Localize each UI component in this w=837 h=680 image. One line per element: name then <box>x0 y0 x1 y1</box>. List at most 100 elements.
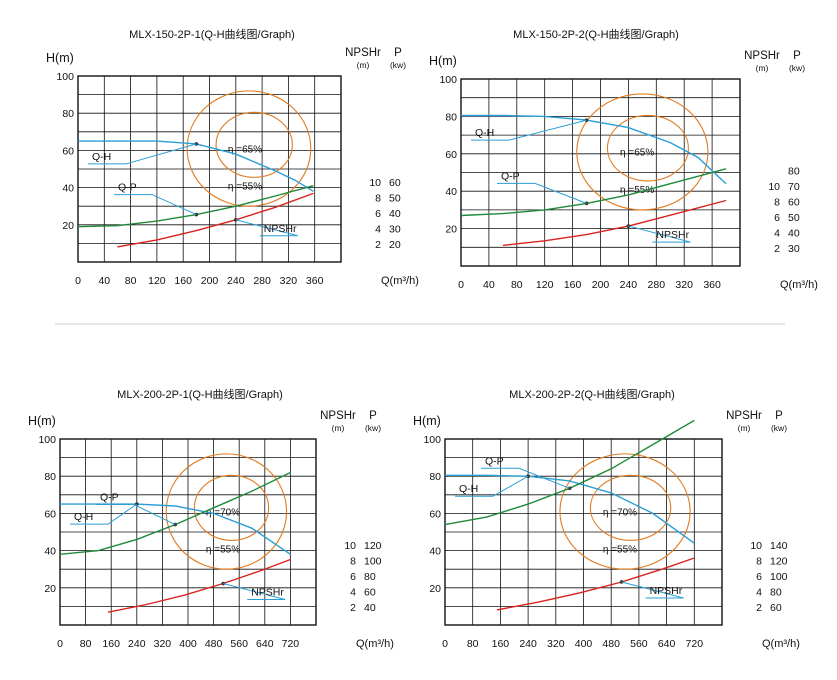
npsh-axis-label: NPSHr <box>744 50 780 62</box>
efficiency-contour-inner <box>193 474 270 541</box>
x-tick-label: 400 <box>575 638 593 650</box>
series-callout-line <box>223 583 286 601</box>
series-callout-line <box>235 219 298 237</box>
series-callout-line <box>497 182 587 204</box>
npsh-tick-label: 6 <box>375 208 381 220</box>
series-callout-line <box>481 467 570 489</box>
y-tick-label: 100 <box>423 434 441 446</box>
y-tick-label: 20 <box>62 220 74 232</box>
power-tick-label: 60 <box>788 197 800 209</box>
x-tick-label: 80 <box>511 279 523 291</box>
npsh-tick-label: 2 <box>350 602 356 614</box>
x-tick-label: 40 <box>483 279 495 291</box>
power-axis-label: P <box>369 410 377 422</box>
x-tick-label: 640 <box>658 638 676 650</box>
plot-frame <box>460 78 741 267</box>
efficiency-contour-outer <box>186 90 312 207</box>
x-tick-label: 160 <box>174 275 192 287</box>
efficiency-label: η =70% <box>206 507 240 518</box>
npsh-axis-label: NPSHr <box>320 410 356 422</box>
series-label: Q-H <box>475 127 494 139</box>
x-tick-label: 280 <box>648 279 666 291</box>
efficiency-label: η =70% <box>603 507 637 518</box>
series-label: Q-P <box>118 182 137 194</box>
y-tick-label: 80 <box>429 471 441 483</box>
chart-title: MLX-150-2P-2(Q-H曲线图/Graph) <box>513 27 679 41</box>
npsh-axis-unit: (m) <box>332 423 345 433</box>
x-tick-label: 560 <box>230 638 248 650</box>
npsh-tick-label: 6 <box>350 571 356 583</box>
series-label: NPSHr <box>251 587 284 599</box>
efficiency-contour-outer <box>576 93 709 211</box>
npsh-tick-label: 8 <box>756 556 762 568</box>
x-tick-label: 160 <box>492 638 510 650</box>
x-tick-label: 200 <box>201 275 219 287</box>
power-axis-unit: (kw) <box>365 423 381 433</box>
plot-frame <box>444 438 723 626</box>
efficiency-contour-outer <box>165 453 288 570</box>
efficiency-contour-outer <box>559 453 691 570</box>
chart-title: MLX-200-2P-2(Q-H曲线图/Graph) <box>509 387 675 401</box>
series-line-npshr <box>502 199 727 247</box>
x-tick-label: 0 <box>75 275 81 287</box>
x-tick-label: 320 <box>280 275 298 287</box>
series-callout-line <box>114 194 197 216</box>
chart-title: MLX-150-2P-1(Q-H曲线图/Graph) <box>129 27 295 41</box>
efficiency-contour-inner <box>215 111 293 178</box>
x-tick-label: 80 <box>125 275 137 287</box>
x-tick-label: 480 <box>205 638 223 650</box>
series-line-npshr <box>117 192 314 248</box>
npsh-axis-label: NPSHr <box>726 410 762 422</box>
x-tick-label: 240 <box>519 638 537 650</box>
x-tick-label: 320 <box>154 638 172 650</box>
x-tick-label: 360 <box>306 275 324 287</box>
power-tick-label: 100 <box>770 571 788 583</box>
series-line-npshr <box>107 558 291 613</box>
power-tick-label: 100 <box>364 556 382 568</box>
power-tick-label: 80 <box>364 571 376 583</box>
npsh-tick-label: 4 <box>350 587 356 599</box>
power-tick-label: 70 <box>788 181 800 193</box>
x-tick-label: 280 <box>253 275 271 287</box>
y-tick-label: 40 <box>62 183 74 195</box>
power-tick-label: 30 <box>389 224 401 236</box>
npsh-tick-label: 4 <box>774 228 780 240</box>
series-line-q-h <box>78 140 314 192</box>
y-axis-label: H(m) <box>28 414 56 428</box>
y-axis-label: H(m) <box>429 54 457 68</box>
series-label: Q-H <box>459 483 478 495</box>
chart-title: MLX-200-2P-1(Q-H曲线图/Graph) <box>117 387 283 401</box>
plot-frame <box>59 438 317 626</box>
y-tick-label: 60 <box>445 149 457 161</box>
npsh-tick-label: 10 <box>344 540 356 552</box>
efficiency-label: η =65% <box>620 148 654 159</box>
x-axis-label: Q(m³/h) <box>381 275 419 287</box>
npsh-tick-label: 2 <box>375 239 381 251</box>
x-axis-label: Q(m³/h) <box>780 279 818 291</box>
y-tick-label: 60 <box>62 145 74 157</box>
power-tick-label: 120 <box>364 540 382 552</box>
npsh-tick-label: 10 <box>369 177 381 189</box>
x-tick-label: 400 <box>179 638 197 650</box>
npsh-tick-label: 10 <box>750 540 762 552</box>
x-tick-label: 240 <box>227 275 245 287</box>
power-axis-label: P <box>394 47 402 59</box>
npsh-tick-label: 8 <box>375 193 381 205</box>
power-tick-label: 40 <box>364 602 376 614</box>
series-line-q-h <box>60 503 291 555</box>
plot-frame <box>77 75 342 263</box>
chart-mlx-200-2p-2: MLX-200-2P-2(Q-H曲线图/Graph)0 80 160 240 320 40… <box>413 387 800 650</box>
power-tick-label: 140 <box>770 540 788 552</box>
power-tick-label: 80 <box>788 166 800 178</box>
series-line-q-p <box>444 419 695 526</box>
efficiency-label: η =55% <box>620 185 654 196</box>
x-tick-label: 120 <box>148 275 166 287</box>
series-label: NPSHr <box>264 223 297 235</box>
y-tick-label: 40 <box>429 546 441 558</box>
series-callout-line <box>628 225 691 243</box>
x-tick-label: 0 <box>458 279 464 291</box>
x-tick-label: 0 <box>57 638 63 650</box>
x-tick-label: 720 <box>282 638 300 650</box>
series-label: Q-P <box>100 492 119 504</box>
